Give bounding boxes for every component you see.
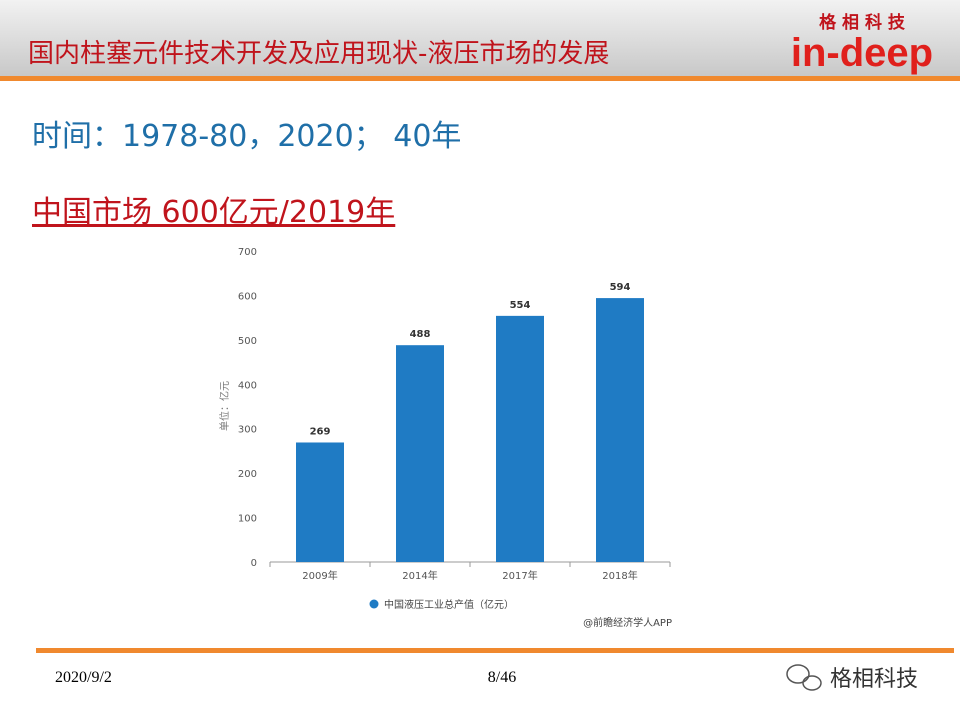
bar bbox=[396, 345, 444, 562]
chart: 0 100 200 300 400 500 600 700 单位：亿元 2009年 2014年 201… bbox=[218, 247, 672, 629]
legend-label: 中国液压工业总产值（亿元） bbox=[384, 598, 514, 611]
y-tick-label: 400 bbox=[238, 380, 257, 391]
footer-brand: 格相科技 bbox=[830, 667, 918, 692]
bar bbox=[596, 298, 644, 562]
body-line: 时间：1978-80，2020； 40年 bbox=[32, 119, 461, 154]
slide-title: 国内柱塞元件技术开发及应用现状-液压市场的发展 bbox=[28, 39, 609, 69]
y-tick-label: 700 bbox=[238, 247, 257, 258]
bar bbox=[496, 315, 544, 562]
y-tick-label: 300 bbox=[238, 425, 257, 436]
body-line-highlight: 中国市场 600亿元/2019年 bbox=[32, 195, 395, 230]
x-tick-label: 2018年 bbox=[602, 569, 637, 582]
data-label: 488 bbox=[410, 329, 431, 340]
bar bbox=[296, 442, 344, 562]
header-rule bbox=[0, 76, 960, 81]
footer-date: 2020/9/2 bbox=[55, 669, 112, 686]
x-tick-label: 2009年 bbox=[302, 569, 337, 582]
y-tick-label: 0 bbox=[251, 558, 257, 569]
footer-rule bbox=[36, 648, 954, 653]
y-tick-label: 100 bbox=[238, 514, 257, 525]
legend-marker bbox=[369, 599, 379, 609]
x-tick-label: 2017年 bbox=[502, 569, 537, 582]
y-tick-label: 200 bbox=[238, 469, 257, 480]
x-tick-label: 2014年 bbox=[402, 569, 437, 582]
wechat-icon bbox=[786, 664, 822, 691]
data-label: 594 bbox=[610, 282, 631, 293]
footer-page: 8/46 bbox=[488, 669, 516, 686]
logo-top: 格 相 科 技 bbox=[819, 12, 906, 33]
logo: in-deep bbox=[791, 31, 933, 75]
y-tick-label: 600 bbox=[238, 291, 257, 302]
y-axis-title: 单位：亿元 bbox=[218, 381, 231, 431]
y-tick-label: 500 bbox=[238, 336, 257, 347]
header-bar bbox=[0, 0, 960, 76]
data-label: 554 bbox=[510, 300, 531, 311]
chart-source: @前瞻经济学人APP bbox=[583, 616, 672, 629]
data-label: 269 bbox=[310, 426, 331, 437]
